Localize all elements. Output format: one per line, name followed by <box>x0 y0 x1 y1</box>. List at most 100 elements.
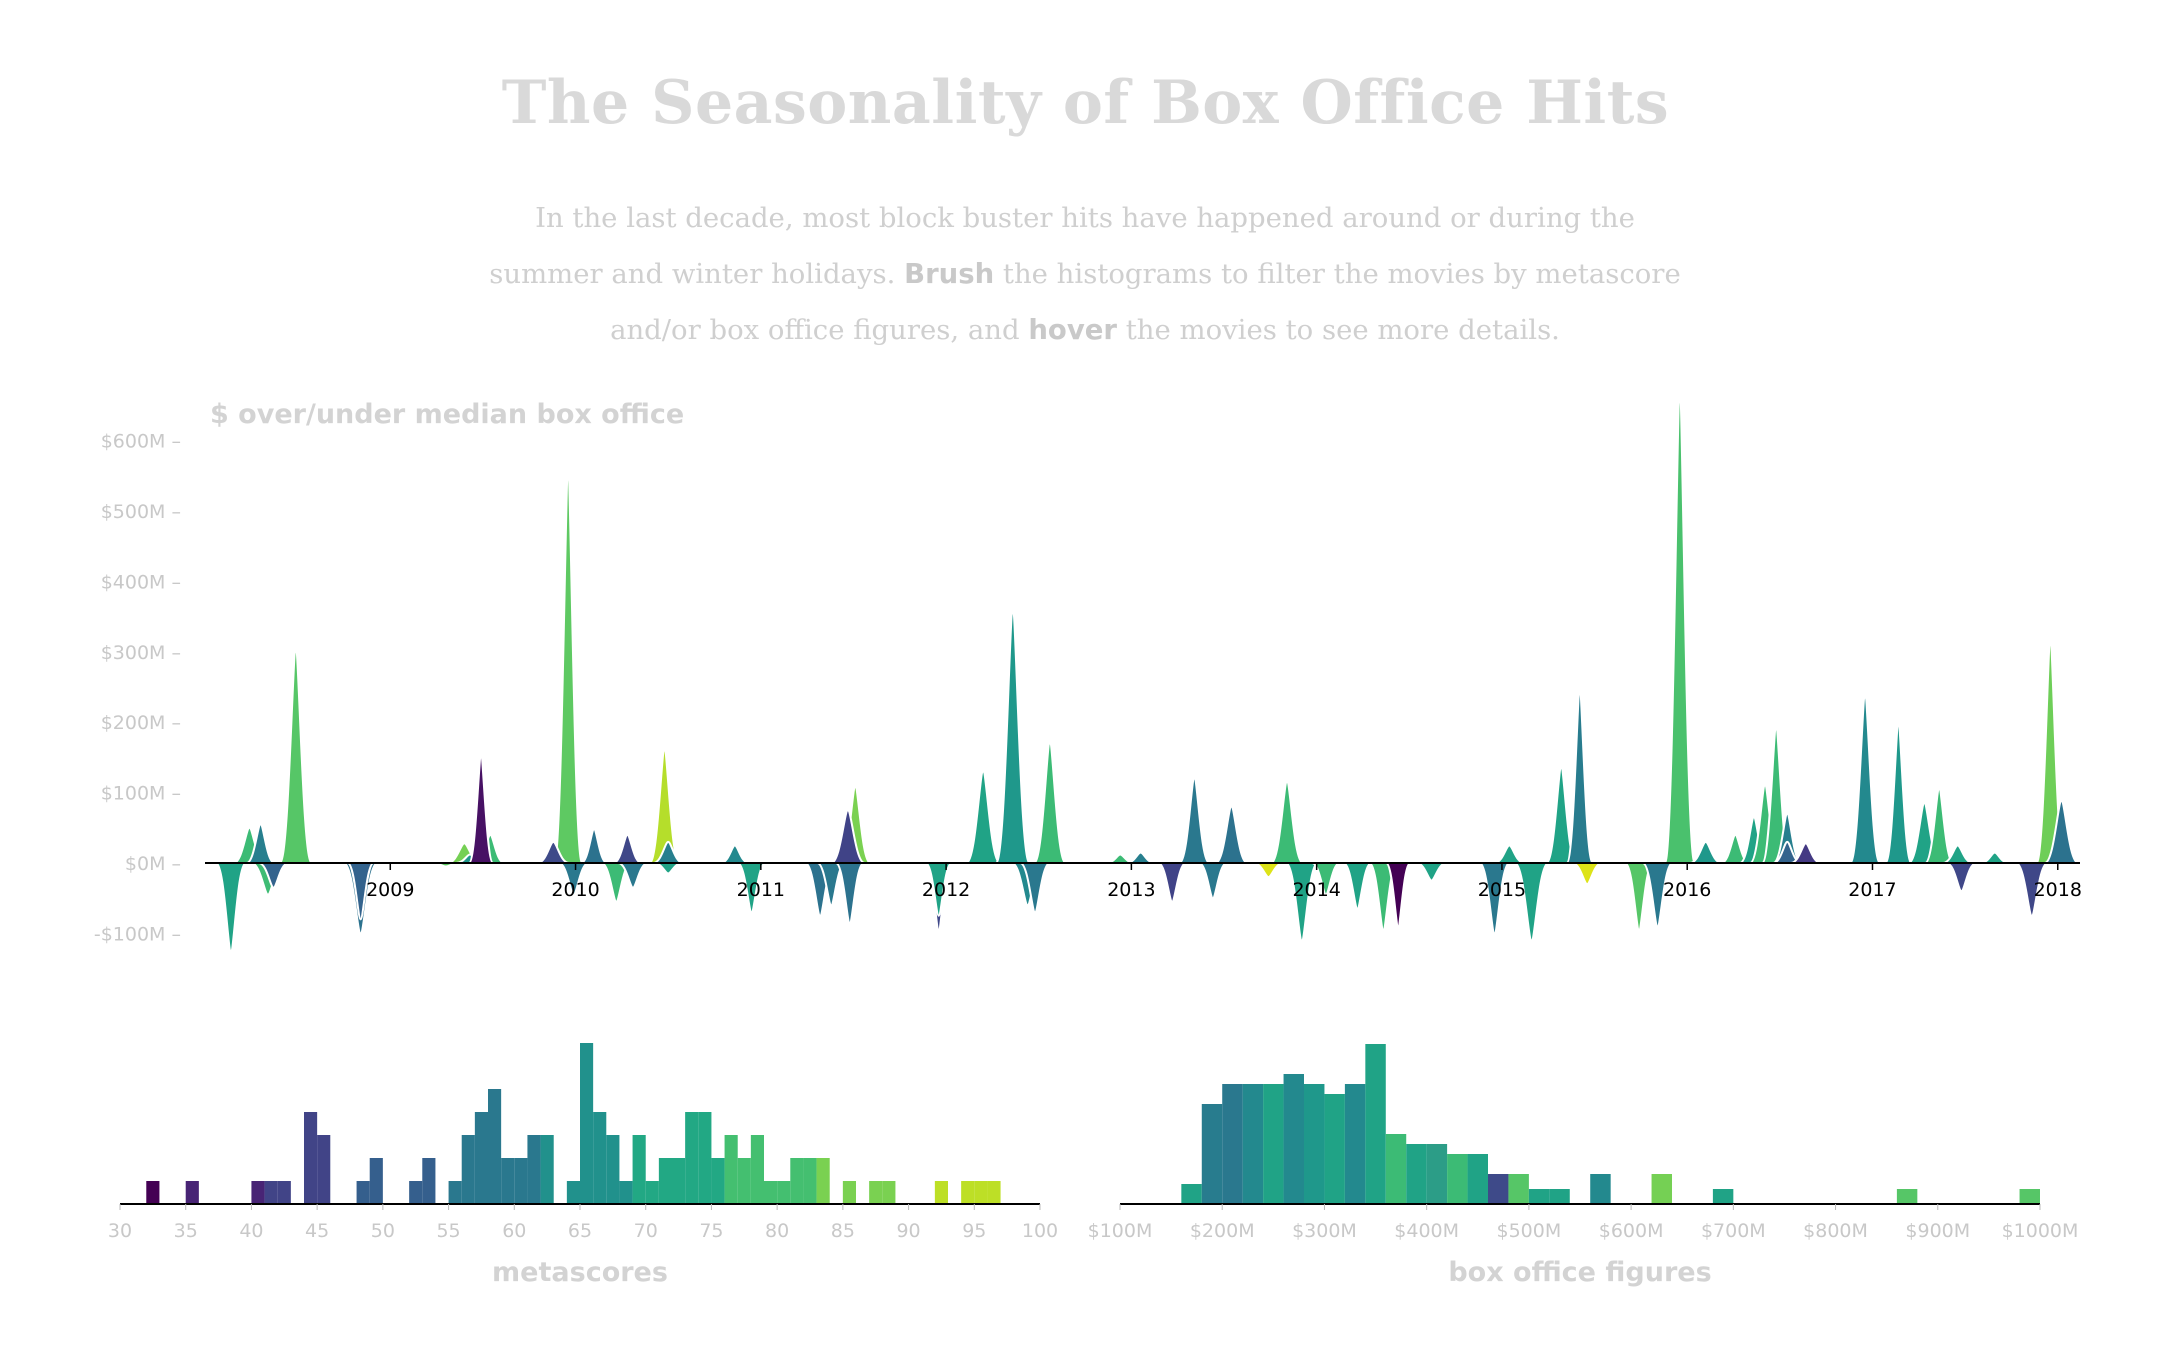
histogram-bar[interactable] <box>1406 1144 1427 1204</box>
movie-area[interactable] <box>736 862 767 914</box>
movie-area[interactable] <box>2044 800 2079 864</box>
movie-area[interactable] <box>1270 781 1304 864</box>
movie-area[interactable] <box>617 862 649 889</box>
histogram-bar[interactable] <box>1344 1084 1366 1204</box>
histogram-bar[interactable] <box>514 1158 528 1204</box>
histogram-bar[interactable] <box>461 1135 475 1204</box>
movie-area[interactable] <box>1416 862 1447 882</box>
movie-area[interactable] <box>1942 844 1973 864</box>
histogram-bar[interactable] <box>619 1181 633 1204</box>
movie-area[interactable] <box>558 862 589 896</box>
movie-area[interactable] <box>258 862 289 889</box>
movie-area[interactable] <box>1924 788 1955 864</box>
histogram-bar[interactable] <box>842 1181 856 1204</box>
movie-area[interactable] <box>2015 862 2049 917</box>
histogram-bar[interactable] <box>580 1043 594 1204</box>
histogram-bar[interactable] <box>632 1135 646 1204</box>
histogram-bar[interactable] <box>304 1112 318 1204</box>
movie-area[interactable] <box>1253 862 1284 879</box>
histogram-bar[interactable] <box>593 1112 607 1204</box>
movie-area[interactable] <box>1884 724 1913 864</box>
histogram-bar[interactable] <box>369 1158 383 1204</box>
histogram-bar[interactable] <box>501 1158 515 1204</box>
histogram-bar[interactable] <box>790 1158 804 1204</box>
movie-area[interactable] <box>246 823 275 864</box>
movie-area[interactable] <box>1215 805 1248 864</box>
movie-area[interactable] <box>553 478 584 864</box>
histogram-bar[interactable] <box>356 1181 370 1204</box>
seasonality-area-chart[interactable]: -$100M – $0M – $100M – $200M – $300M – $400M … <box>94 400 2082 953</box>
movie-area[interactable] <box>1790 842 1821 864</box>
histogram-bar[interactable] <box>1508 1174 1529 1204</box>
histogram-bar[interactable] <box>422 1158 436 1204</box>
histogram-bar[interactable] <box>1365 1044 1386 1204</box>
movie-area[interactable] <box>1019 862 1051 914</box>
movie-area[interactable] <box>1664 400 1696 864</box>
histogram-bar[interactable] <box>1222 1084 1243 1204</box>
histogram-bar[interactable] <box>277 1181 291 1204</box>
histogram-bar[interactable] <box>1549 1189 1570 1204</box>
metascore-histogram[interactable]: 30 35 40 45 50 55 60 65 70 75 80 85 90 95 100 <box>108 1043 1058 1242</box>
movie-area[interactable] <box>654 862 683 875</box>
movie-area[interactable] <box>1311 862 1341 896</box>
histogram-bar[interactable] <box>448 1181 462 1204</box>
histogram-bar[interactable] <box>764 1181 778 1204</box>
histogram-bar[interactable] <box>1488 1174 1509 1204</box>
histogram-bar[interactable] <box>869 1181 883 1204</box>
movie-area[interactable] <box>1980 851 2009 864</box>
histogram-bar[interactable] <box>1263 1084 1284 1204</box>
movie-area[interactable] <box>1641 862 1674 928</box>
histogram-bar[interactable] <box>566 1181 580 1204</box>
box-office-histogram[interactable]: $100M $200M $300M $400M $500M $600M $700M $800M… <box>1088 1044 2079 1242</box>
histogram-bar[interactable] <box>317 1135 331 1204</box>
histogram-bar[interactable] <box>1426 1144 1448 1204</box>
histogram-bar[interactable] <box>1896 1189 1918 1204</box>
histogram-bar[interactable] <box>961 1181 975 1204</box>
histogram-bar[interactable] <box>251 1181 265 1204</box>
movie-area[interactable] <box>215 862 247 953</box>
histogram-bar[interactable] <box>698 1112 712 1204</box>
movie-area[interactable] <box>834 862 865 924</box>
movie-area[interactable] <box>1478 862 1511 935</box>
histogram-bar[interactable] <box>606 1135 620 1204</box>
movie-area[interactable] <box>468 756 495 864</box>
movie-area[interactable] <box>1565 693 1594 864</box>
histogram-bar[interactable] <box>1201 1104 1223 1204</box>
histogram-bar[interactable] <box>2019 1189 2040 1204</box>
histogram-bar[interactable] <box>488 1089 502 1204</box>
movie-area[interactable] <box>1285 862 1319 942</box>
histogram-bar[interactable] <box>882 1181 896 1204</box>
histogram-bar[interactable] <box>816 1158 830 1204</box>
histogram-bar[interactable] <box>934 1181 948 1204</box>
histogram-bar[interactable] <box>1385 1134 1407 1204</box>
movie-area[interactable] <box>995 612 1031 864</box>
movie-area[interactable] <box>1494 844 1525 864</box>
movie-area[interactable] <box>580 828 608 864</box>
histogram-bar[interactable] <box>685 1112 699 1204</box>
movie-area[interactable] <box>279 650 313 864</box>
histogram-bar[interactable] <box>803 1158 817 1204</box>
histogram-bar[interactable] <box>185 1181 199 1204</box>
movie-area[interactable] <box>613 833 642 864</box>
histogram-bar[interactable] <box>974 1181 988 1204</box>
movie-area[interactable] <box>1849 696 1881 864</box>
histogram-bar[interactable] <box>987 1181 1001 1204</box>
histogram-bar[interactable] <box>1651 1174 1672 1204</box>
histogram-bar[interactable] <box>1242 1084 1264 1204</box>
movie-area[interactable] <box>346 862 375 921</box>
histogram-bar[interactable] <box>672 1158 686 1204</box>
movie-area[interactable] <box>1126 851 1155 864</box>
histogram-bar[interactable] <box>1304 1084 1325 1204</box>
movie-area[interactable] <box>720 844 750 864</box>
histogram-bar[interactable] <box>540 1135 554 1204</box>
histogram-bar[interactable] <box>737 1158 751 1204</box>
histogram-bar[interactable] <box>1712 1189 1734 1204</box>
histogram-bar[interactable] <box>474 1112 488 1204</box>
movie-area[interactable] <box>965 770 1001 864</box>
histogram-bar[interactable] <box>724 1135 738 1204</box>
histogram-bar[interactable] <box>645 1181 659 1204</box>
histogram-bar[interactable] <box>1467 1154 1488 1204</box>
histogram-bar[interactable] <box>1590 1174 1611 1204</box>
movie-area[interactable] <box>1572 862 1603 886</box>
movie-area[interactable] <box>1513 862 1550 942</box>
